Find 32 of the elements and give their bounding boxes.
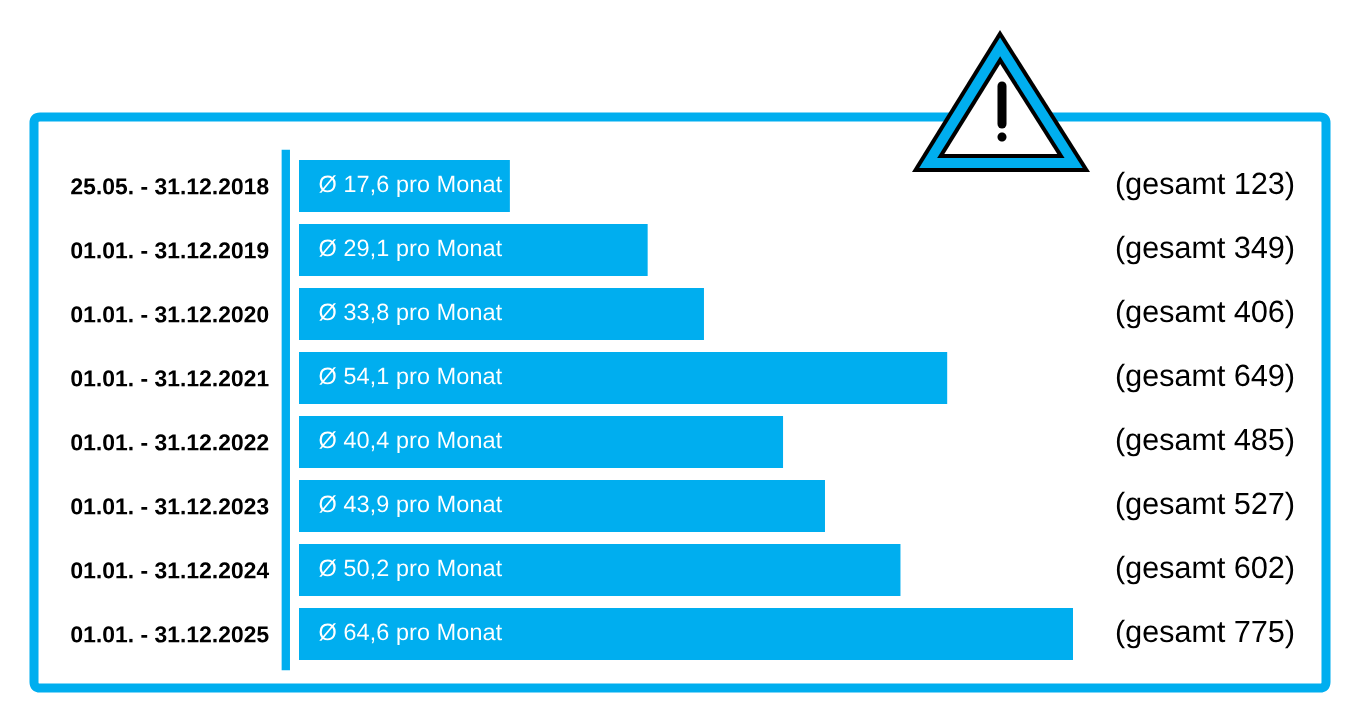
data-label: Ø 50,2 pro Monat xyxy=(319,559,503,581)
data-label: Ø 29,1 pro Monat xyxy=(319,239,503,261)
data-label: Ø 17,6 pro Monat xyxy=(319,175,503,197)
y-tick-label: 01.01. - 31.12.2020 xyxy=(71,306,269,323)
y-tick-label: 01.01. - 31.12.2023 xyxy=(71,498,269,515)
y-tick-label: 01.01. - 31.12.2024 xyxy=(71,562,270,579)
y-tick-label: 25.05. - 31.12.2018 xyxy=(71,178,269,195)
y-tick-label: 01.01. - 31.12.2025 xyxy=(71,626,269,643)
text: (gesamt 349) xyxy=(1116,235,1294,265)
text: (gesamt 527) xyxy=(1116,491,1294,521)
bar xyxy=(299,160,510,212)
y-tick-label: 01.01. - 31.12.2019 xyxy=(71,242,269,259)
bar xyxy=(299,224,648,276)
bar xyxy=(299,544,901,596)
data-label: Ø 40,4 pro Monat xyxy=(319,431,503,454)
text: (gesamt 775) xyxy=(1116,619,1294,649)
data-label: Ø 33,8 pro Monat xyxy=(319,303,503,325)
text: (gesamt 485) xyxy=(1116,427,1294,457)
y-tick-label: 01.01. - 31.12.2021 xyxy=(71,370,269,387)
text: (gesamt 602) xyxy=(1116,555,1294,585)
bar xyxy=(299,352,948,404)
data-label: Ø 54,1 pro Monat xyxy=(319,367,503,389)
bar xyxy=(299,608,1073,660)
bar xyxy=(299,480,825,532)
text: (gesamt 123) xyxy=(1116,171,1294,201)
y-tick-label: 01.01. - 31.12.2022 xyxy=(71,434,269,451)
data-label: Ø 43,9 pro Monat xyxy=(319,495,503,518)
bar xyxy=(299,288,704,340)
data-label: Ø 64,6 pro Monat xyxy=(319,623,503,646)
bar xyxy=(299,416,784,468)
text: (gesamt 406) xyxy=(1116,299,1294,329)
text: (gesamt 649) xyxy=(1116,363,1294,393)
